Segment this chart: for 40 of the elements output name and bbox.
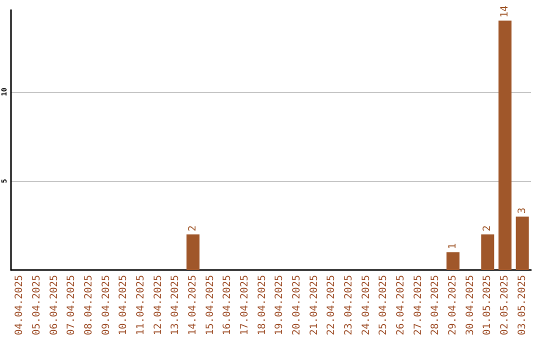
x-tick-label: 04.04.2025: [14, 275, 26, 336]
x-tick-label: 23.04.2025: [344, 275, 354, 336]
x-tick-label: 10.04.2025: [118, 275, 130, 336]
bar: [498, 20, 512, 270]
x-tick-label: 28.04.2025: [430, 275, 442, 336]
x-tick-label: 17.04.2025: [240, 275, 250, 336]
x-tick-label: 27.04.2025: [412, 275, 424, 336]
x-tick-label: 01.05.2025: [482, 275, 494, 336]
x-tick-label: 19.04.2025: [274, 275, 286, 336]
x-tick-label: 21.04.2025: [308, 275, 320, 336]
x-tick-label: 08.04.2025: [84, 275, 94, 336]
x-tick-label: 12.04.2025: [152, 275, 164, 336]
bar: [186, 234, 200, 270]
x-tick-label: 30.04.2025: [464, 275, 476, 336]
x-tick-label: 14.04.2025: [188, 275, 198, 336]
x-tick-label: 05.04.2025: [32, 275, 42, 336]
x-tick-label: 11.04.2025: [136, 275, 146, 336]
x-tick-label: 20.04.2025: [292, 275, 302, 336]
x-tick-label: 02.05.2025: [500, 275, 510, 336]
x-tick-label: 13.04.2025: [170, 275, 182, 336]
x-tick-label: 06.04.2025: [48, 275, 60, 336]
x-tick-label: 09.04.2025: [100, 275, 112, 336]
x-tick-label: 16.04.2025: [222, 275, 234, 336]
data-label: 2: [188, 225, 198, 232]
x-tick-label: 25.04.2025: [378, 275, 390, 336]
x-tick-label: 18.04.2025: [256, 275, 268, 336]
x-tick-label: 29.04.2025: [448, 275, 458, 336]
x-tick-label: 22.04.2025: [326, 275, 338, 336]
bar: [516, 216, 529, 270]
bar: [446, 252, 460, 270]
bar: [481, 234, 494, 270]
x-tick-label: 24.04.2025: [360, 275, 372, 336]
x-tick-label: 07.04.2025: [66, 275, 78, 336]
data-label: 2: [482, 225, 494, 232]
data-label: 14: [500, 6, 510, 18]
x-tick-label: 15.04.2025: [204, 275, 216, 336]
x-tick-label: 03.05.2025: [516, 275, 528, 336]
x-tick-label: 26.04.2025: [396, 275, 406, 336]
data-label: 3: [516, 208, 528, 214]
data-label: 1: [448, 243, 458, 250]
